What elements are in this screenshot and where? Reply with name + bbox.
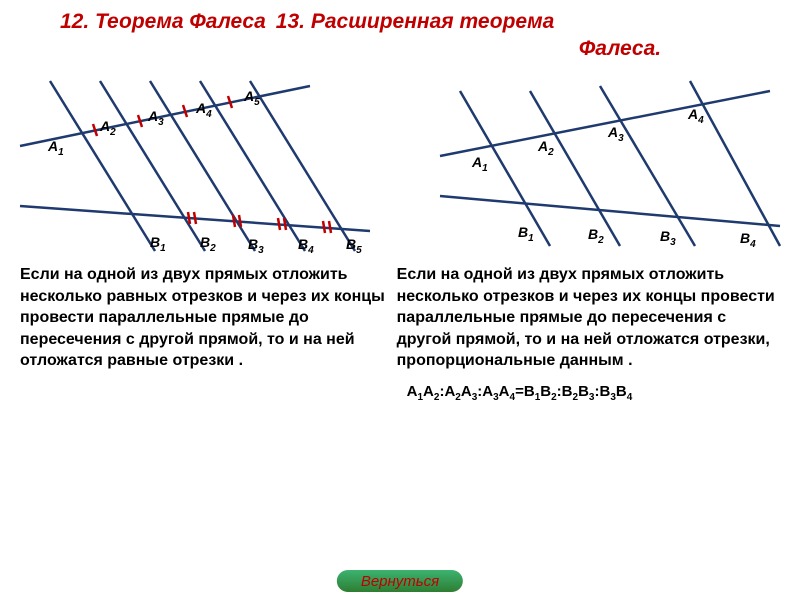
point-label: A4 [688, 106, 704, 126]
ratio-formula: A1A2:A2A3:A3A4=B1B2:B2B3:B3B4 [397, 382, 780, 405]
point-label: A1 [472, 154, 488, 174]
point-label: A4 [196, 100, 212, 120]
point-label: B5 [346, 236, 362, 256]
theorem-text-1: Если на одной из двух прямых отложить не… [20, 264, 389, 404]
title-right-2: Фалеса. [440, 37, 800, 61]
point-label: B1 [518, 224, 534, 244]
point-label: B3 [248, 236, 264, 256]
diagram-thales: A1 A2 A3 A4 A5 B1 B2 B3 B4 B5 [0, 66, 400, 256]
point-label: B4 [298, 236, 314, 256]
point-label: B3 [660, 228, 676, 248]
point-label: B2 [200, 234, 216, 254]
point-label: A5 [244, 88, 260, 108]
point-label: B4 [740, 230, 756, 250]
theorem-text-2: Если на одной из двух прямых отложить не… [397, 264, 780, 372]
texts-row: Если на одной из двух прямых отложить не… [0, 264, 800, 404]
title-left: 12. Теорема Фалеса [60, 10, 266, 34]
diagrams-row: A1 A2 A3 A4 A5 B1 B2 B3 B4 B5 A1 A2 A3 A4 B1 B2 B3 B4 [0, 66, 800, 256]
point-label: A3 [148, 108, 164, 128]
title-right: 13. Расширенная теорема [276, 10, 555, 34]
point-label: A2 [100, 118, 116, 138]
diagram-extended-thales: A1 A2 A3 A4 B1 B2 B3 B4 [400, 66, 800, 256]
point-label: B1 [150, 234, 166, 254]
point-label: A1 [48, 138, 64, 158]
point-label: B2 [588, 226, 604, 246]
point-label: A2 [538, 138, 554, 158]
back-button[interactable]: Вернуться [337, 570, 463, 593]
theorem-text-2-wrap: Если на одной из двух прямых отложить не… [397, 264, 780, 404]
point-label: A3 [608, 124, 624, 144]
